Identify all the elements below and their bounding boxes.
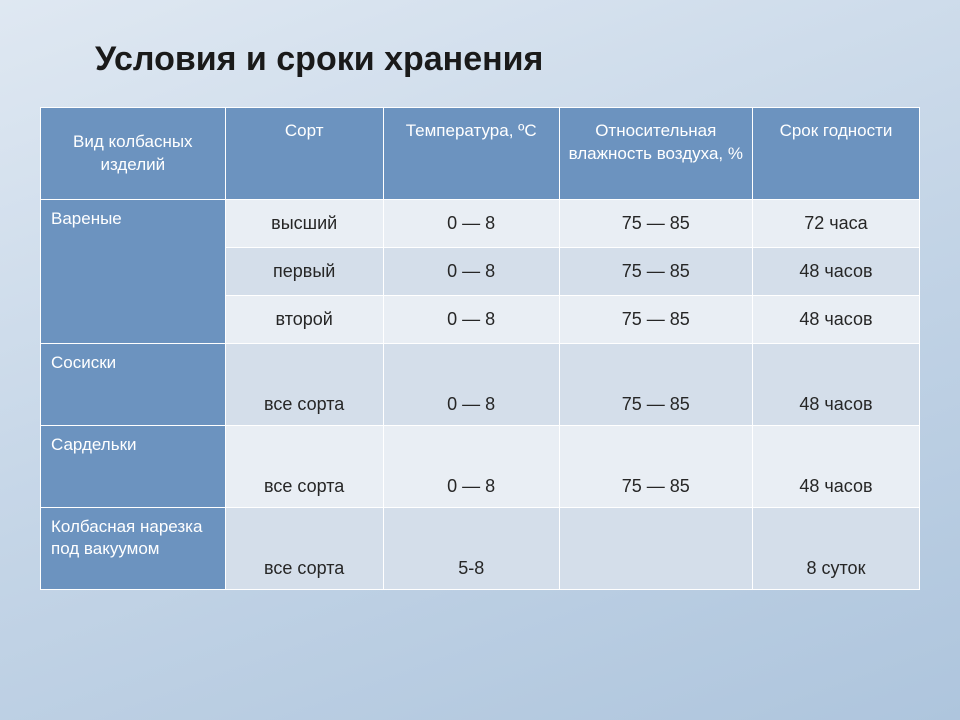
- temp-cell: 0 — 8: [383, 426, 559, 508]
- sort-cell: первый: [225, 248, 383, 296]
- col-header-humidity: Относительная влажность воздуха, %: [559, 108, 752, 200]
- table-row: Колбасная нарезка под вакуумомвсе сорта5…: [41, 508, 920, 590]
- sort-cell: все сорта: [225, 508, 383, 590]
- category-cell: Сардельки: [41, 426, 226, 508]
- category-cell: Вареные: [41, 200, 226, 344]
- humidity-cell: 75 — 85: [559, 248, 752, 296]
- table-header-row: Вид колбасных изделий Сорт Температура, …: [41, 108, 920, 200]
- shelf-cell: 48 часов: [752, 426, 919, 508]
- shelf-cell: 48 часов: [752, 344, 919, 426]
- shelf-cell: 8 суток: [752, 508, 919, 590]
- sort-cell: второй: [225, 296, 383, 344]
- humidity-cell: [559, 508, 752, 590]
- category-cell: Сосиски: [41, 344, 226, 426]
- temp-cell: 0 — 8: [383, 344, 559, 426]
- shelf-cell: 72 часа: [752, 200, 919, 248]
- sort-cell: все сорта: [225, 426, 383, 508]
- shelf-cell: 48 часов: [752, 248, 919, 296]
- page-title: Условия и сроки хранения: [95, 40, 920, 79]
- humidity-cell: 75 — 85: [559, 296, 752, 344]
- temp-cell: 5-8: [383, 508, 559, 590]
- temp-cell: 0 — 8: [383, 200, 559, 248]
- category-cell: Колбасная нарезка под вакуумом: [41, 508, 226, 590]
- humidity-cell: 75 — 85: [559, 344, 752, 426]
- humidity-cell: 75 — 85: [559, 426, 752, 508]
- temp-cell: 0 — 8: [383, 296, 559, 344]
- humidity-cell: 75 — 85: [559, 200, 752, 248]
- sort-cell: высший: [225, 200, 383, 248]
- col-header-shelf: Срок годности: [752, 108, 919, 200]
- shelf-cell: 48 часов: [752, 296, 919, 344]
- table-row: Сосискивсе сорта0 — 875 — 8548 часов: [41, 344, 920, 426]
- col-header-sort: Сорт: [225, 108, 383, 200]
- col-header-type: Вид колбасных изделий: [41, 108, 226, 200]
- col-header-temp: Температура, ºС: [383, 108, 559, 200]
- sort-cell: все сорта: [225, 344, 383, 426]
- table-row: Сарделькивсе сорта0 — 875 — 8548 часов: [41, 426, 920, 508]
- temp-cell: 0 — 8: [383, 248, 559, 296]
- table-row: Вареныевысший0 — 875 — 8572 часа: [41, 200, 920, 248]
- storage-table: Вид колбасных изделий Сорт Температура, …: [40, 107, 920, 590]
